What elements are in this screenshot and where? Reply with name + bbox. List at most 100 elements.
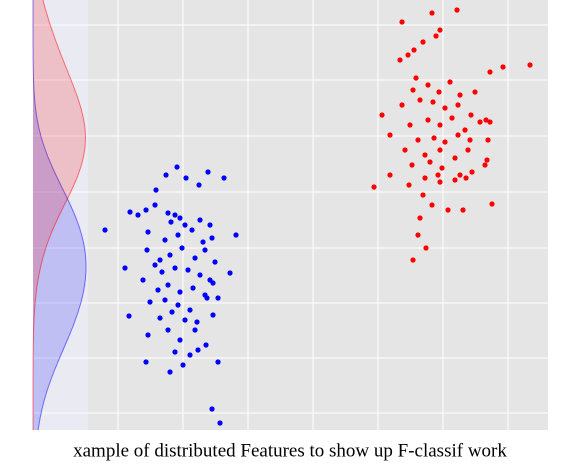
point	[483, 117, 489, 123]
point	[127, 209, 133, 215]
point	[194, 319, 200, 325]
point	[204, 295, 210, 301]
point	[192, 327, 198, 333]
point	[212, 259, 218, 265]
point	[413, 75, 419, 81]
point	[430, 99, 436, 105]
point	[153, 187, 159, 193]
point	[487, 119, 493, 125]
point	[465, 147, 471, 153]
point	[457, 172, 463, 178]
point	[167, 252, 173, 258]
point	[200, 239, 206, 245]
density-line	[32, 0, 86, 430]
point	[452, 155, 458, 161]
point	[182, 317, 188, 323]
point	[433, 33, 439, 39]
point	[144, 247, 150, 253]
point	[455, 102, 461, 108]
point	[487, 69, 493, 75]
point	[215, 359, 221, 365]
point	[182, 222, 188, 228]
point	[209, 406, 215, 412]
point	[165, 282, 171, 288]
point	[179, 245, 185, 251]
point	[379, 112, 385, 118]
point	[417, 97, 423, 103]
point	[205, 169, 211, 175]
point	[457, 92, 463, 98]
point	[437, 179, 443, 185]
point	[159, 269, 165, 275]
point	[165, 210, 171, 216]
point	[175, 302, 181, 308]
point	[455, 132, 461, 138]
point	[439, 165, 445, 171]
plot-area	[88, 0, 548, 430]
point	[233, 232, 239, 238]
point	[210, 280, 216, 286]
point	[168, 219, 174, 225]
point	[449, 115, 455, 121]
point	[477, 119, 483, 125]
point	[405, 52, 411, 58]
point	[180, 362, 186, 368]
point	[442, 139, 448, 145]
point	[436, 89, 442, 95]
point	[185, 267, 191, 273]
point	[202, 247, 208, 253]
point	[460, 207, 466, 213]
point	[427, 159, 433, 165]
point	[167, 369, 173, 375]
point	[371, 184, 377, 190]
point	[468, 112, 474, 118]
point	[203, 342, 209, 348]
point	[122, 265, 128, 271]
point	[165, 327, 171, 333]
point	[187, 352, 193, 358]
point	[485, 137, 491, 143]
point	[410, 257, 416, 263]
point	[409, 162, 415, 168]
point	[157, 257, 163, 263]
point	[162, 237, 168, 243]
point	[152, 202, 158, 208]
point	[445, 207, 451, 213]
point	[429, 10, 435, 16]
point	[454, 7, 460, 13]
point	[190, 285, 196, 291]
point	[463, 175, 469, 181]
point	[387, 132, 393, 138]
point	[217, 420, 223, 426]
point	[172, 212, 178, 218]
point	[447, 79, 453, 85]
point	[437, 122, 443, 128]
point	[482, 162, 488, 168]
point	[387, 172, 393, 178]
point	[172, 265, 178, 271]
point	[442, 105, 448, 111]
point	[221, 175, 227, 181]
point	[399, 102, 405, 108]
point	[417, 215, 423, 221]
point	[175, 232, 181, 238]
point	[177, 337, 183, 343]
point	[420, 192, 426, 198]
point	[197, 217, 203, 223]
point	[489, 201, 495, 207]
point	[452, 177, 458, 183]
point	[195, 347, 201, 353]
point	[397, 57, 403, 63]
point	[420, 39, 426, 45]
point	[177, 289, 183, 295]
point	[399, 19, 405, 25]
point	[402, 147, 408, 153]
point	[425, 82, 431, 88]
point	[143, 207, 149, 213]
point	[215, 295, 221, 301]
point	[425, 117, 431, 123]
point	[187, 307, 193, 313]
point	[172, 349, 178, 355]
point	[227, 270, 233, 276]
point	[207, 222, 213, 228]
